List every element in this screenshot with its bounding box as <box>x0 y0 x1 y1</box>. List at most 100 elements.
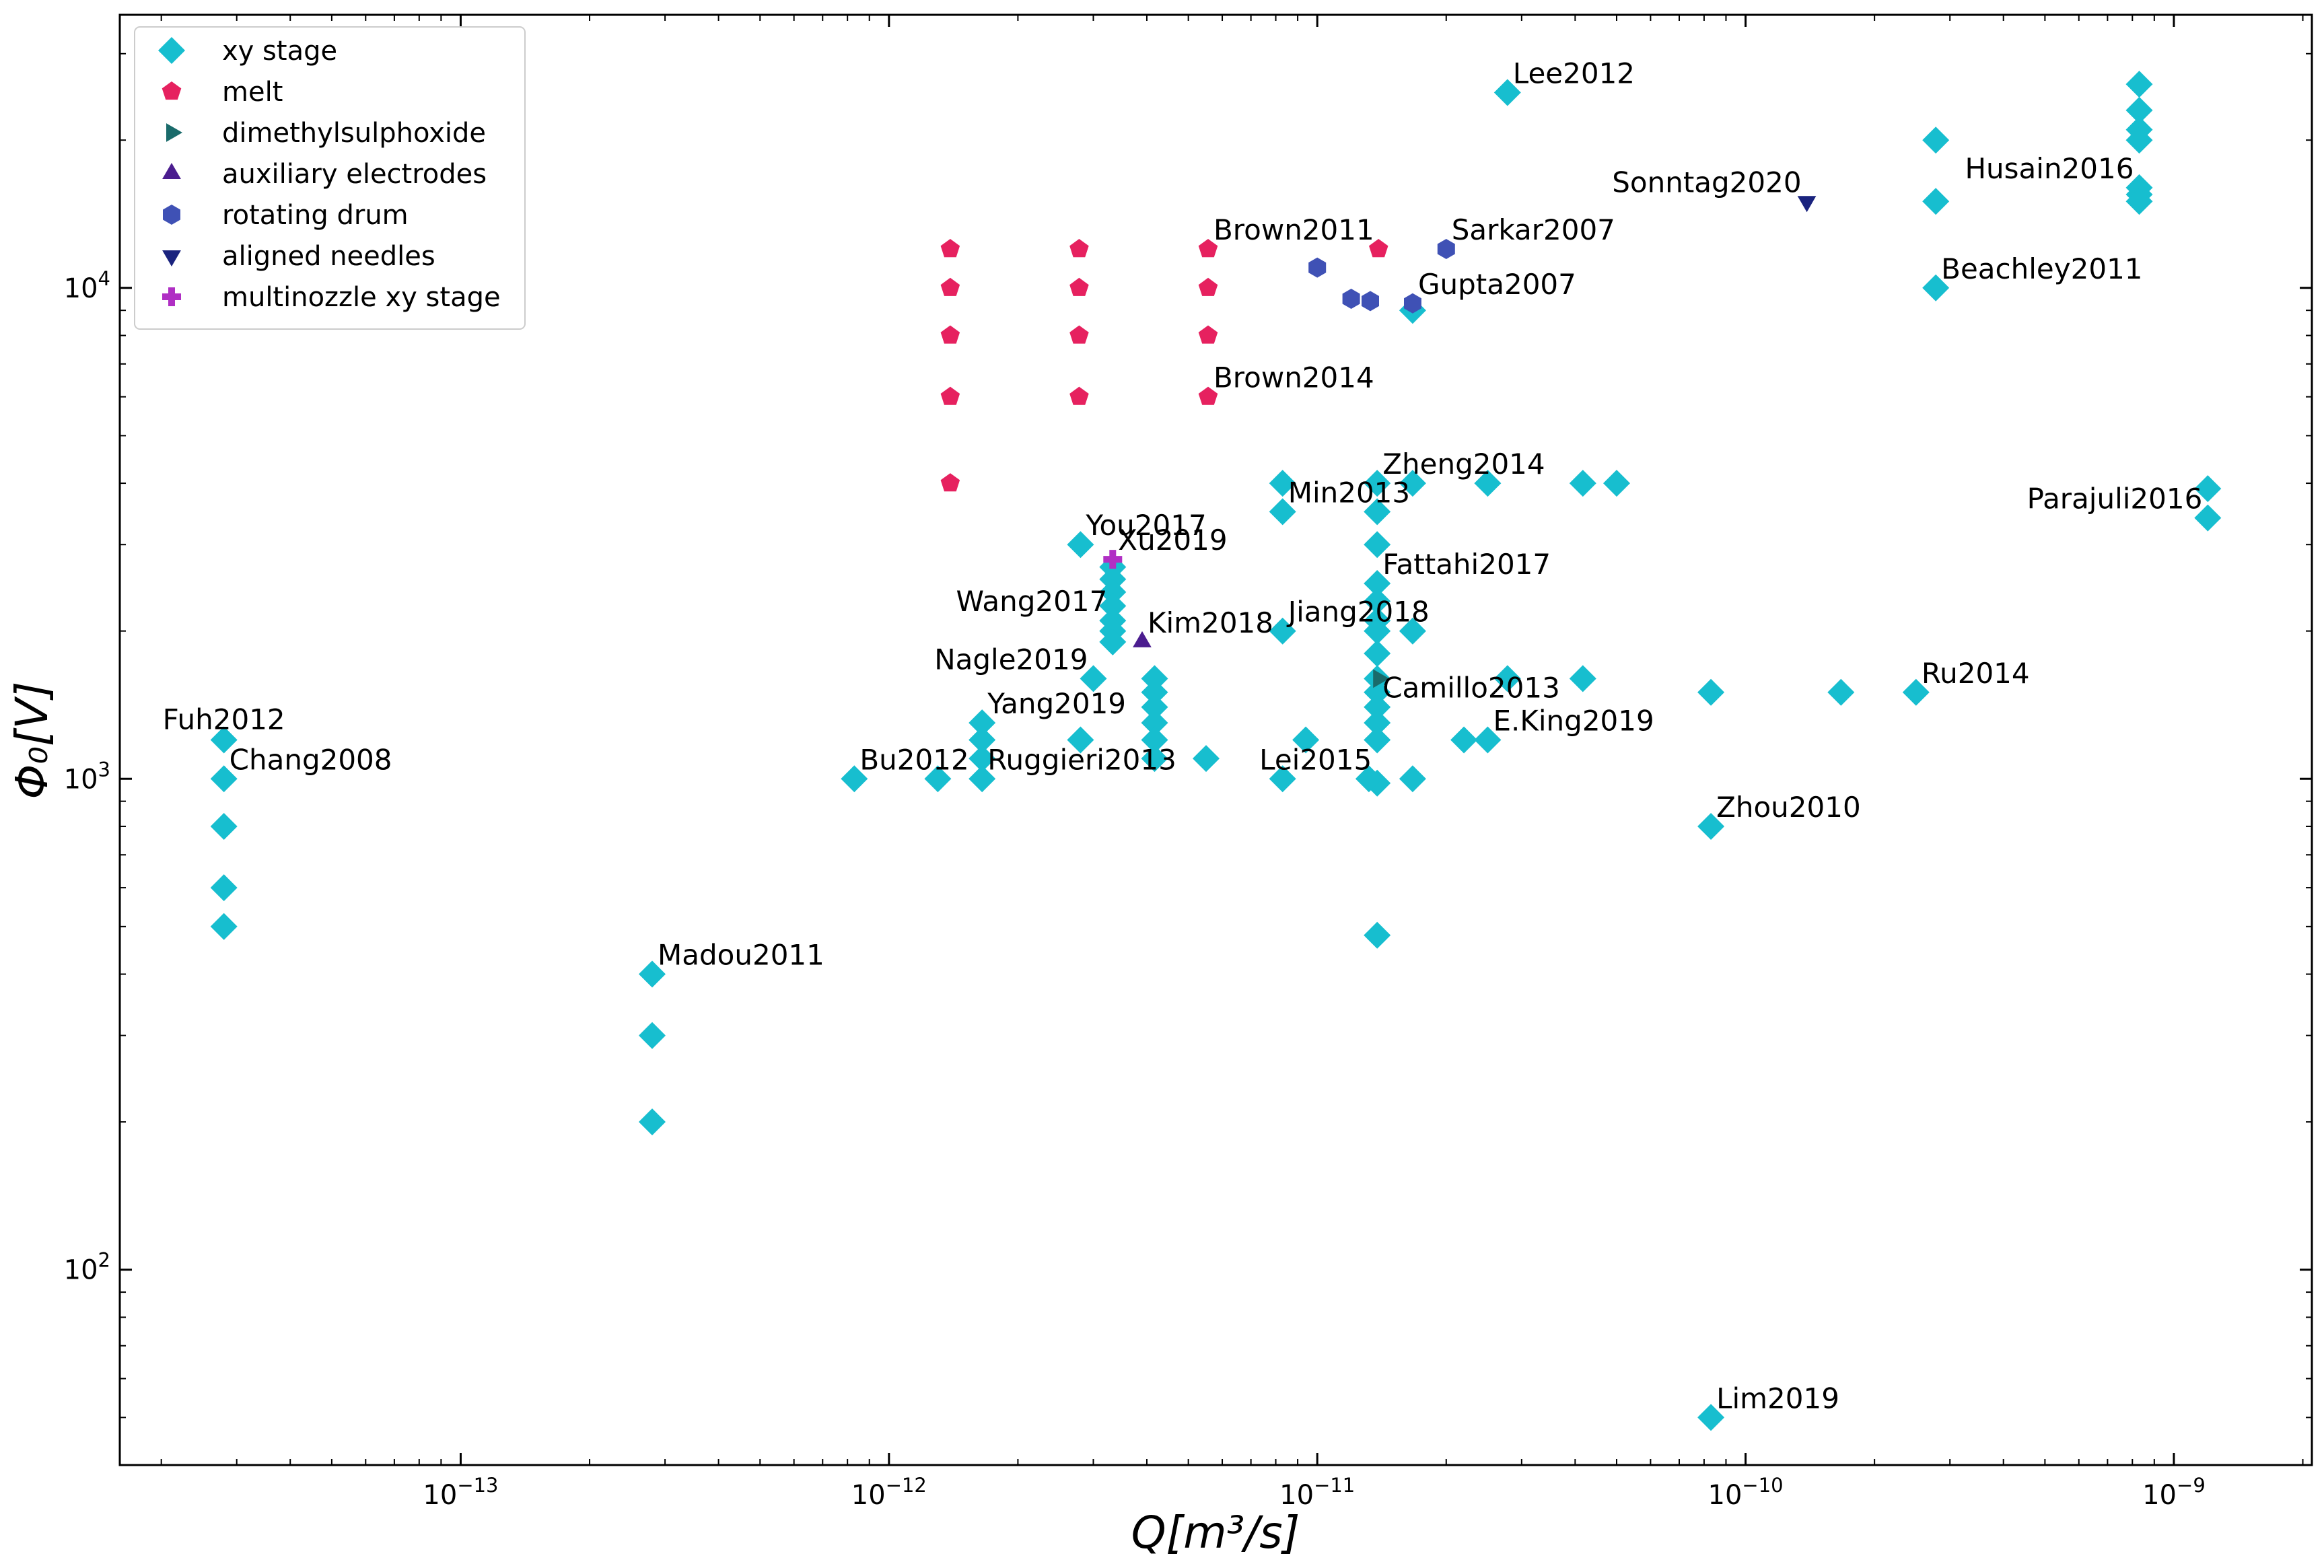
rotating-drum-point <box>1404 293 1421 314</box>
xy-stage-point <box>1399 470 1426 497</box>
melt-point <box>1198 277 1218 296</box>
xy-stage-point <box>1364 617 1391 645</box>
xy-stage-point <box>841 765 868 793</box>
point-annotation: Lei2015 <box>1259 743 1372 776</box>
y-axis-label: Φ₀[V] <box>6 681 58 799</box>
xy-stage-point <box>1569 665 1596 692</box>
point-annotation: Lim2019 <box>1716 1382 1839 1415</box>
legend-marker <box>162 81 182 100</box>
xy-stage-point <box>1269 617 1296 645</box>
data-points <box>210 71 2222 1431</box>
xy-stage-point <box>1099 592 1127 620</box>
xy-stage-point <box>1269 498 1296 526</box>
point-annotation: Wang2017 <box>956 585 1108 618</box>
xy-stage-point <box>1922 127 1950 154</box>
point-annotation: Sarkar2007 <box>1452 213 1615 246</box>
xy-stage-point <box>2125 71 2153 98</box>
xy-stage-point <box>210 874 238 902</box>
xy-stage-point <box>1141 693 1168 721</box>
xy-stage-point <box>1141 726 1168 754</box>
point-annotation: Xu2019 <box>1118 524 1227 557</box>
xy-stage-point <box>1269 765 1296 793</box>
xy-stage-point <box>1697 678 1725 706</box>
legend-label: aligned needles <box>222 241 435 272</box>
point-annotation: Fuh2012 <box>163 703 285 736</box>
aligned-needles-point <box>1797 196 1817 213</box>
multinozzle-xy-stage-point <box>1103 550 1123 569</box>
y-tick-label: 102 <box>64 1249 110 1286</box>
melt-point <box>1369 239 1388 258</box>
xy-stage-point <box>1697 1404 1725 1431</box>
xy-stage-point <box>1922 274 1950 301</box>
x-tick-label: 10−9 <box>2142 1474 2206 1511</box>
point-annotation: Kim2018 <box>1148 606 1273 639</box>
y-tick-label: 104 <box>64 267 110 304</box>
xy-stage-point <box>924 765 952 793</box>
xy-stage-point <box>2194 475 2222 503</box>
x-tick-label: 10−10 <box>1708 1474 1784 1511</box>
xy-stage-point <box>1474 470 1502 497</box>
point-annotation: Ru2014 <box>1922 657 2030 690</box>
xy-stage-point <box>210 913 238 940</box>
xy-stage-point <box>969 726 996 754</box>
point-annotation: Ruggieri2013 <box>987 743 1176 776</box>
xy-stage-point <box>1364 709 1391 737</box>
xy-stage-point <box>1364 587 1391 615</box>
legend-marker <box>162 287 181 306</box>
xy-stage-point <box>1355 765 1382 793</box>
xy-stage-point <box>1292 726 1320 754</box>
xy-stage-point <box>969 765 996 793</box>
point-annotations: Lee2012 Sonntag2020 Husain2016 Beachley2011… <box>163 57 2203 1415</box>
x-tick-label: 10−12 <box>851 1474 927 1511</box>
point-annotation: Zheng2014 <box>1382 448 1545 480</box>
xy-stage-point <box>969 745 996 773</box>
xy-stage-point <box>1697 813 1725 840</box>
xy-stage-point <box>1141 709 1168 737</box>
point-annotation: Beachley2011 <box>1941 252 2142 285</box>
xy-stage-point <box>1922 188 1950 215</box>
xy-stage-point <box>639 960 666 988</box>
xy-stage-point <box>1364 570 1391 597</box>
legend: xy stage melt dimethylsulphoxide auxiliary … <box>134 26 526 330</box>
xy-stage-point <box>2125 127 2153 154</box>
x-axis-label: Q[m³/s] <box>1131 1507 1300 1559</box>
xy-stage-point <box>1399 765 1426 793</box>
point-annotation: Zhou2010 <box>1716 791 1861 824</box>
xy-stage-point <box>1364 678 1391 706</box>
melt-point <box>1069 386 1089 405</box>
xy-stage-point <box>1364 470 1391 497</box>
legend-marker <box>163 205 180 225</box>
x-tick-label: 10−13 <box>423 1474 498 1511</box>
point-annotation: Madou2011 <box>658 939 824 972</box>
point-annotation: Fattahi2017 <box>1382 548 1551 581</box>
xy-stage-point <box>2125 96 2153 124</box>
legend-frame <box>134 26 526 330</box>
xy-stage-point <box>1141 678 1168 706</box>
point-annotation: Husain2016 <box>1965 152 2134 185</box>
xy-stage-point <box>1827 678 1855 706</box>
point-annotation: Gupta2007 <box>1418 268 1576 301</box>
dimethylsulphoxide-point <box>1373 669 1390 688</box>
legend-label: rotating drum <box>222 200 409 231</box>
rotating-drum-point <box>1342 289 1360 309</box>
melt-point <box>1198 325 1218 344</box>
point-annotation: Yang2019 <box>987 687 1126 720</box>
xy-stage-point <box>1603 470 1630 497</box>
xy-stage-point <box>1193 745 1220 773</box>
xy-stage-point <box>2194 504 2222 532</box>
point-annotation: Brown2011 <box>1213 213 1374 246</box>
point-annotation: Sonntag2020 <box>1612 166 1801 199</box>
xy-stage-point <box>639 1022 666 1049</box>
axis-ticks: 10−13 10−12 10−11 10−10 10−9 102 103 104 <box>64 15 2312 1511</box>
legend-marker <box>166 123 182 142</box>
point-annotation: Camillo2013 <box>1382 672 1560 705</box>
melt-point <box>1069 239 1089 258</box>
point-annotation: Lee2012 <box>1513 57 1635 90</box>
xy-stage-point <box>1569 470 1596 497</box>
legend-marker <box>162 163 181 179</box>
xy-stage-point <box>1364 693 1391 721</box>
melt-point <box>1198 239 1218 258</box>
xy-stage-point <box>1141 665 1168 692</box>
xy-stage-point <box>1364 640 1391 667</box>
